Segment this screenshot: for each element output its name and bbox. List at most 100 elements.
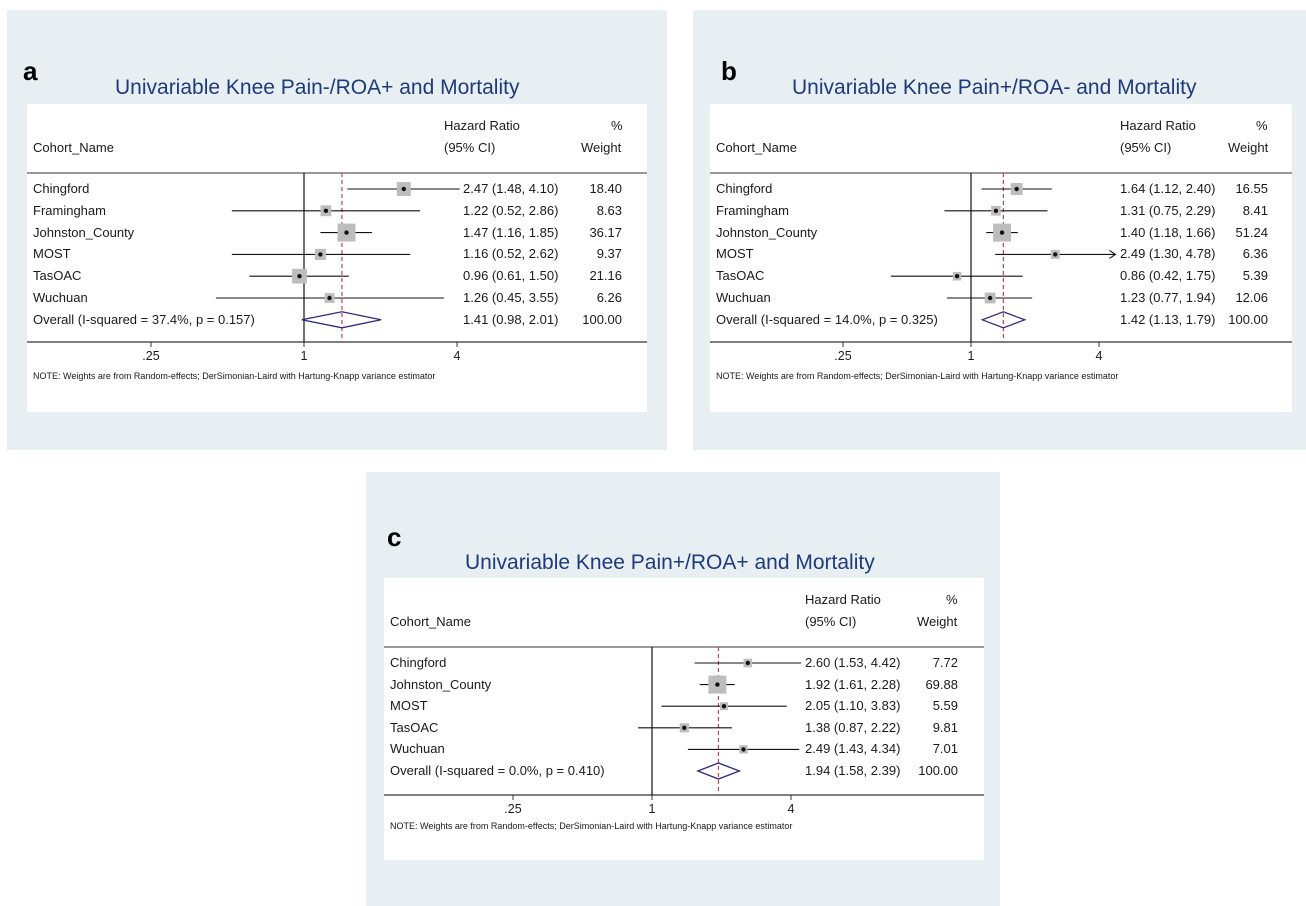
hr-estimate: 2.49 (1.30, 4.78) [1120, 246, 1216, 262]
chart-title: Univariable Knee Pain+/ROA- and Mortalit… [792, 76, 1197, 99]
overall-label: Overall (I-squared = 37.4%, p = 0.157) [33, 311, 255, 327]
cohort-label: Johnston_County [390, 676, 492, 692]
cohort-header: Cohort_Name [716, 140, 797, 155]
chart-title: Univariable Knee Pain+/ROA+ and Mortalit… [465, 551, 875, 574]
overall-label: Overall (I-squared = 0.0%, p = 0.410) [390, 763, 605, 778]
x-tick-label: 4 [787, 802, 795, 816]
ci-arrow [1109, 249, 1117, 259]
weight-value: 18.40 [589, 181, 622, 196]
cohort-label: Wuchuan [716, 290, 771, 305]
panel-letter: b [721, 56, 737, 86]
cohort-label: Chingford [33, 181, 90, 196]
point-estimate [323, 208, 329, 213]
forest-svg [384, 646, 984, 800]
point-estimate [344, 230, 349, 235]
overall-estimate: 1.94 (1.58, 2.39) [805, 763, 901, 778]
overall-label: Overall (I-squared = 14.0%, p = 0.325) [716, 311, 938, 327]
chart-note: NOTE: Weights are from Random-effects; D… [33, 371, 436, 381]
hr-estimate: 1.23 (0.77, 1.94) [1120, 290, 1216, 305]
hr-estimate: 1.40 (1.18, 1.66) [1120, 224, 1216, 240]
weight-header-line1: % [611, 118, 623, 133]
point-estimate [297, 274, 302, 279]
point-estimate [682, 725, 687, 730]
x-tick-label: .25 [834, 349, 852, 363]
hr-estimate: 2.49 (1.43, 4.34) [805, 741, 901, 757]
chart-title: Univariable Knee Pain-/ROA+ and Mortalit… [115, 76, 520, 99]
point-estimate [327, 295, 332, 301]
weight-header-line1: % [1256, 118, 1268, 133]
overall-weight: 100.00 [1228, 311, 1268, 327]
cohort-label: MOST [33, 246, 71, 262]
hr-estimate: 1.92 (1.61, 2.28) [805, 676, 901, 692]
x-tick-label: .25 [504, 802, 522, 816]
weight-value: 6.26 [596, 290, 622, 305]
panel-letter: c [387, 522, 402, 552]
weight-value: 5.39 [1242, 268, 1268, 284]
panel-letter: a [23, 56, 38, 86]
forest-panel-b: b Univariable Knee Pain+/ROA- and Mortal… [693, 10, 1306, 450]
point-estimate [401, 186, 406, 192]
cohort-label: Chingford [390, 655, 447, 670]
cohort-header: Cohort_Name [390, 614, 471, 629]
cohort-label: Framingham [33, 202, 106, 218]
weight-header-line1: % [946, 592, 958, 607]
hr-header-line2: (95% CI) [1120, 140, 1172, 155]
overall-weight: 100.00 [582, 311, 622, 327]
chart-note: NOTE: Weights are from Random-effects; D… [390, 821, 793, 831]
weight-value: 36.17 [589, 224, 622, 240]
overall-diamond [980, 311, 1027, 329]
hr-estimate: 2.05 (1.10, 3.83) [805, 698, 901, 714]
hr-estimate: 2.60 (1.53, 4.42) [805, 655, 901, 670]
weight-header-line2: Weight [1228, 140, 1269, 155]
weight-value: 8.41 [1242, 202, 1268, 218]
hr-estimate: 1.31 (0.75, 2.29) [1120, 202, 1216, 218]
hr-estimate: 1.26 (0.45, 3.55) [463, 290, 559, 305]
hr-header-line1: Hazard Ratio [805, 592, 881, 607]
point-estimate [745, 660, 751, 666]
weight-value: 21.16 [589, 268, 622, 284]
hr-estimate: 0.96 (0.61, 1.50) [463, 268, 559, 284]
chart-note: NOTE: Weights are from Random-effects; D… [716, 371, 1119, 381]
forest-panel-a: a Univariable Knee Pain-/ROA+ and Mortal… [7, 10, 667, 450]
weight-header-line2: Weight [581, 140, 622, 155]
x-tick-label: 1 [967, 349, 975, 363]
point-estimate [999, 230, 1005, 235]
weight-value: 9.37 [596, 246, 622, 262]
point-estimate [318, 252, 323, 257]
hr-estimate: 1.47 (1.16, 1.85) [463, 224, 559, 240]
x-tick-label: 4 [1095, 349, 1103, 363]
weight-value: 51.24 [1235, 224, 1268, 240]
hr-estimate: 0.86 (0.42, 1.75) [1120, 268, 1216, 284]
weight-value: 16.55 [1235, 181, 1268, 196]
point-estimate [993, 208, 999, 213]
point-estimate [721, 704, 727, 709]
hr-header-line2: (95% CI) [444, 140, 496, 155]
forest-svg [27, 172, 647, 347]
x-tick-label: 1 [648, 802, 656, 816]
forest-plot-area [384, 578, 984, 860]
x-tick-label: 4 [453, 349, 461, 363]
cohort-label: TasOAC [390, 719, 439, 735]
weight-header-line2: Weight [917, 614, 958, 629]
hr-header-line1: Hazard Ratio [1120, 118, 1196, 133]
hr-estimate: 1.22 (0.52, 2.86) [463, 202, 559, 218]
hr-estimate: 1.38 (0.87, 2.22) [805, 719, 901, 735]
overall-estimate: 1.42 (1.13, 1.79) [1120, 311, 1216, 327]
forest-plot-area [710, 104, 1292, 412]
cohort-label: MOST [390, 698, 428, 714]
weight-value: 12.06 [1235, 290, 1268, 305]
hr-header-line1: Hazard Ratio [444, 118, 520, 133]
hr-estimate: 2.47 (1.48, 4.10) [463, 181, 559, 196]
point-estimate [1053, 252, 1058, 257]
cohort-header: Cohort_Name [33, 140, 114, 155]
x-tick-label: 1 [300, 349, 308, 363]
cohort-label: Johnston_County [33, 224, 135, 240]
overall-diamond [301, 311, 382, 329]
point-estimate [954, 274, 960, 279]
overall-estimate: 1.41 (0.98, 2.01) [463, 311, 559, 327]
weight-value: 9.81 [932, 719, 958, 735]
cohort-label: Framingham [716, 202, 789, 218]
overall-diamond [696, 762, 742, 780]
cohort-label: TasOAC [33, 268, 82, 284]
cohort-label: MOST [716, 246, 754, 262]
